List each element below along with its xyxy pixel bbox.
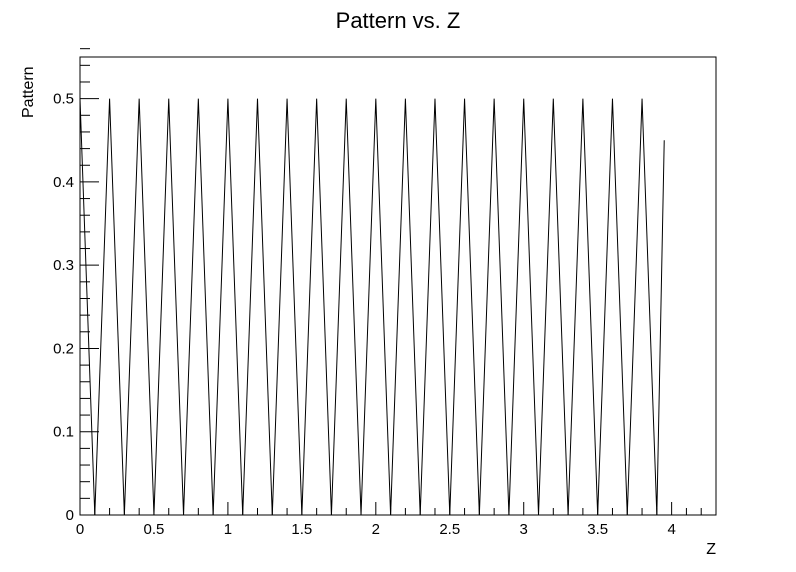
x-tick-label: 4 [667, 521, 675, 538]
y-tick-label: 0.2 [53, 340, 74, 357]
y-tick-label: 0.1 [53, 424, 74, 441]
x-tick-label: 2.5 [439, 521, 460, 538]
y-tick-label: 0.4 [53, 174, 74, 191]
y-axis-tick-labels: 0 0.1 0.2 0.3 0.4 0.5 [53, 91, 74, 524]
x-tick-label: 0.5 [144, 521, 165, 538]
x-tick-label: 3 [520, 521, 528, 538]
y-axis-ticks [80, 48, 99, 516]
x-tick-label: 0 [76, 521, 84, 538]
x-tick-label: 2 [372, 521, 380, 538]
plot-frame [79, 56, 717, 516]
series-layer [79, 98, 665, 516]
y-axis-label: Pattern [20, 66, 37, 118]
x-tick-label: 1 [224, 521, 232, 538]
y-tick-label: 0.3 [53, 257, 74, 274]
chart-title: Pattern vs. Z [336, 8, 461, 33]
x-tick-label: 3.5 [587, 521, 608, 538]
x-axis-tick-labels: 0 0.5 1 1.5 2 2.5 3 3.5 4 [76, 521, 676, 538]
x-axis-label: Z [706, 541, 716, 558]
y-tick-label: 0 [66, 507, 74, 524]
x-tick-label: 1.5 [291, 521, 312, 538]
y-tick-label: 0.5 [53, 91, 74, 108]
series-line [79, 98, 665, 516]
